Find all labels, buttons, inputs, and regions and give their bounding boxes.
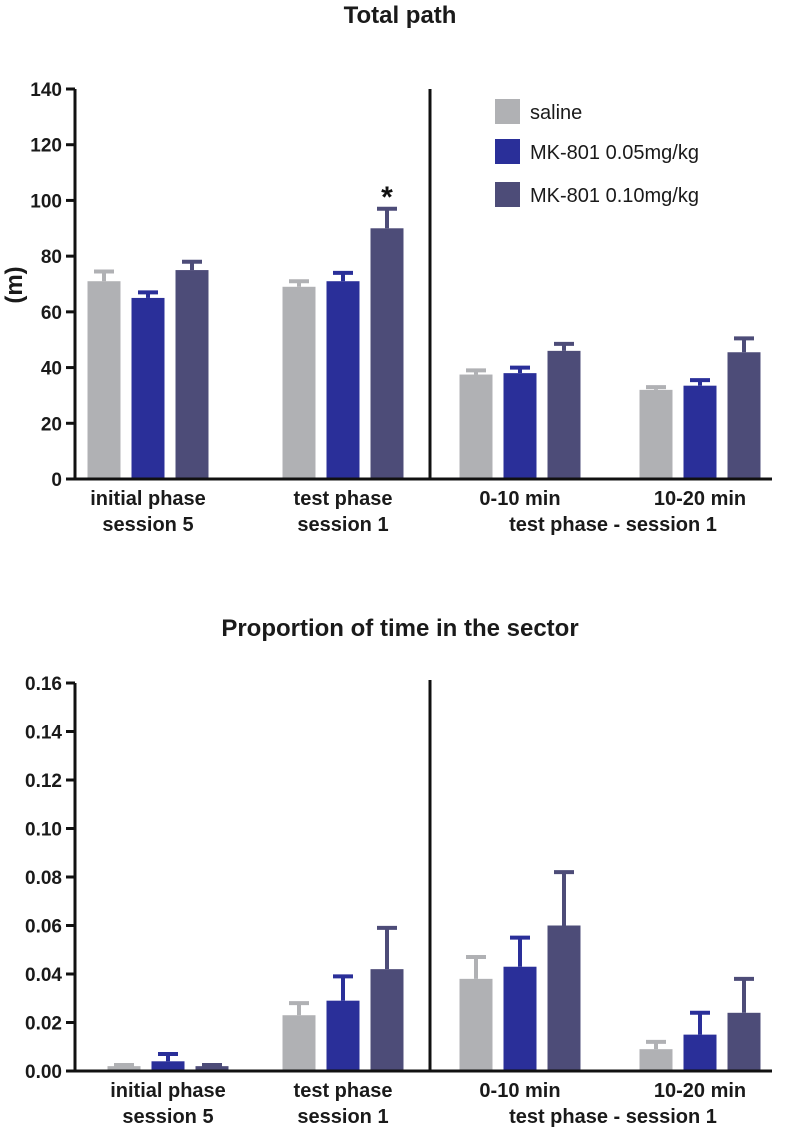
y-axis-ticks: 0 20 40 60 80 100 120 140: [30, 80, 75, 491]
category-label: 10-20 min: [654, 1080, 746, 1102]
category-label: test phase: [294, 1080, 393, 1102]
legend-label-saline: saline: [530, 102, 582, 124]
bar: [370, 969, 404, 1071]
category-label: session 5: [122, 1106, 213, 1128]
bar: [503, 373, 537, 479]
bar: [459, 374, 493, 479]
annotations: *: [381, 181, 393, 214]
y-tick-label: 0.06: [25, 917, 62, 938]
subgroup-label: test phase - session 1: [509, 514, 717, 536]
bars: [107, 925, 761, 1071]
category-label: session 1: [297, 514, 388, 536]
subgroup-label: test phase - session 1: [509, 1106, 717, 1128]
category-label: session 1: [297, 1106, 388, 1128]
bar: [107, 1066, 141, 1071]
bar: [547, 925, 581, 1071]
chart-title: Total path: [344, 2, 457, 29]
y-tick-label: 0.16: [25, 674, 62, 695]
y-tick-label: 0.12: [25, 771, 62, 792]
y-tick-label: 120: [30, 136, 62, 157]
y-tick-label: 60: [41, 303, 62, 324]
bar: [727, 1012, 761, 1071]
category-label: test phase: [294, 488, 393, 510]
legend-swatch-saline: [495, 99, 520, 124]
category-label: 0-10 min: [479, 1080, 560, 1102]
significance-marker: *: [381, 181, 393, 214]
y-tick-label: 0.02: [25, 1014, 62, 1035]
category-label: session 5: [102, 514, 193, 536]
legend-label-mk801-005: MK-801 0.05mg/kg: [530, 142, 699, 164]
category-label: initial phase: [90, 488, 206, 510]
y-tick-label: 0.10: [25, 820, 62, 841]
bar: [639, 1049, 673, 1071]
y-tick-label: 0.08: [25, 868, 62, 889]
bar: [683, 1034, 717, 1071]
y-tick-label: 40: [41, 359, 62, 380]
y-axis-ticks: 0.00 0.02 0.04 0.06 0.08 0.10 0.12 0.14 0.16: [25, 674, 75, 1083]
y-axis-label: (m): [1, 266, 28, 303]
bar: [326, 1000, 360, 1071]
y-tick-label: 0.04: [25, 965, 62, 986]
y-tick-label: 80: [41, 247, 62, 268]
error-bars: [94, 206, 754, 390]
bar: [503, 966, 537, 1071]
bar: [370, 228, 404, 479]
y-tick-label: 140: [30, 80, 62, 101]
chart-proportion-time: Proportion of time in the sector 0.000.0…: [25, 615, 772, 1128]
legend: saline MK-801 0.05mg/kg MK-801 0.10mg/kg: [495, 99, 699, 207]
category-label: 0-10 min: [479, 488, 560, 510]
legend-swatch-mk801-005: [495, 139, 520, 164]
y-tick-label: 0.14: [25, 723, 62, 744]
bar: [727, 352, 761, 479]
y-tick-label: 100: [30, 191, 62, 212]
bars: [87, 228, 761, 479]
y-tick-label: 20: [41, 414, 62, 435]
bar: [282, 1015, 316, 1071]
bar: [547, 350, 581, 479]
chart-total-path: Total path (m) 0 20 40 60 80 100 120 140 * init…: [1, 2, 772, 536]
bar: [131, 297, 165, 479]
category-label: 10-20 min: [654, 488, 746, 510]
legend-swatch-mk801-010: [495, 182, 520, 207]
bar: [683, 385, 717, 479]
bar: [195, 1066, 229, 1071]
y-tick-label: 0.00: [25, 1062, 62, 1083]
bar: [326, 281, 360, 479]
category-labels: initial phase session 5 test phase session …: [110, 1080, 746, 1128]
legend-label-mk801-010: MK-801 0.10mg/kg: [530, 185, 699, 207]
chart-title: Proportion of time in the sector: [221, 615, 578, 642]
bar: [459, 978, 493, 1071]
y-tick-label: 0: [51, 470, 62, 491]
bar: [87, 281, 121, 479]
bar: [151, 1061, 185, 1071]
error-bars: [114, 870, 754, 1067]
category-labels: initial phase session 5 test phase session …: [90, 488, 746, 536]
bar: [639, 389, 673, 479]
bar: [175, 270, 209, 479]
category-label: initial phase: [110, 1080, 226, 1102]
bar: [282, 286, 316, 479]
